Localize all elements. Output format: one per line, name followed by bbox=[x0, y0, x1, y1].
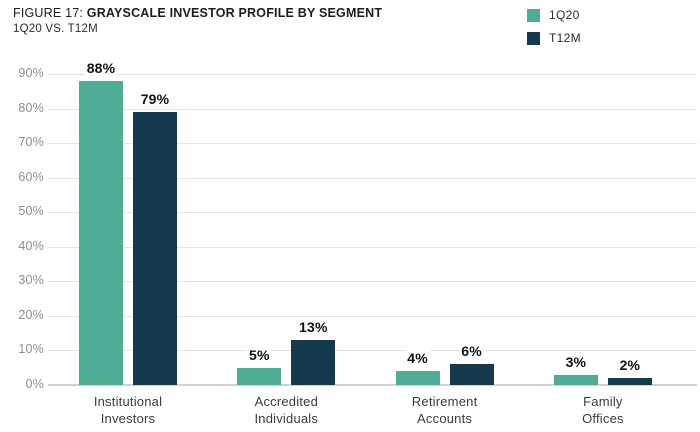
y-axis-tick-label: 50% bbox=[18, 204, 44, 219]
legend-label-1q20: 1Q20 bbox=[549, 8, 580, 22]
y-axis-tick-label: 30% bbox=[18, 273, 44, 288]
legend-item-1q20: 1Q20 bbox=[527, 8, 581, 22]
x-axis-baseline bbox=[48, 384, 697, 386]
bar-1q20-3 bbox=[395, 371, 440, 385]
chart-title-main: GRAYSCALE INVESTOR PROFILE BY SEGMENT bbox=[86, 6, 383, 20]
x-axis-category-label: Institutional Investors bbox=[93, 394, 163, 426]
bar-t12m-4 bbox=[607, 378, 652, 385]
y-axis-tick-label: 90% bbox=[18, 66, 44, 80]
bar-value-label: 88% bbox=[84, 58, 118, 77]
chart-subtitle: 1Q20 VS. T12M bbox=[13, 23, 98, 35]
legend-item-t12m: T12M bbox=[527, 31, 581, 45]
bar-value-label: 5% bbox=[246, 345, 272, 364]
chart-title-prefix: FIGURE 17: bbox=[13, 6, 84, 20]
x-axis-category-label: Retirement Accounts bbox=[411, 394, 478, 426]
y-axis-tick-label: 80% bbox=[18, 100, 44, 115]
bar-value-label: 4% bbox=[405, 349, 430, 368]
bar-value-label: 13% bbox=[296, 318, 330, 337]
legend-swatch-1q20 bbox=[527, 8, 540, 22]
chart-legend: 1Q20 T12M bbox=[527, 8, 581, 54]
bar-t12m-1 bbox=[133, 112, 177, 385]
bar-value-label: 6% bbox=[459, 342, 484, 361]
gridline-60 bbox=[48, 177, 697, 179]
gridline-40 bbox=[48, 246, 697, 248]
gridline-20 bbox=[48, 315, 697, 317]
bar-1q20-1 bbox=[79, 80, 123, 385]
gridline-70 bbox=[48, 143, 697, 145]
chart-header: FIGURE 17: GRAYSCALE INVESTOR PROFILE BY… bbox=[13, 6, 382, 35]
legend-swatch-t12m bbox=[527, 31, 540, 45]
y-axis-tick-label: 0% bbox=[25, 377, 44, 391]
y-axis-tick-label: 40% bbox=[18, 238, 44, 253]
bar-1q20-4 bbox=[553, 374, 598, 385]
gridline-10 bbox=[48, 350, 697, 352]
x-axis-category-label: Accredited Individuals bbox=[254, 394, 319, 426]
y-axis-tick-label: 60% bbox=[18, 169, 44, 184]
chart-title: FIGURE 17: GRAYSCALE INVESTOR PROFILE BY… bbox=[13, 6, 382, 20]
gridline-50 bbox=[48, 212, 697, 214]
y-axis-tick-label: 70% bbox=[18, 135, 44, 150]
gridline-30 bbox=[48, 281, 697, 283]
gridline-80 bbox=[48, 108, 697, 110]
y-axis-tick-label: 20% bbox=[18, 307, 44, 322]
gridline-90 bbox=[48, 74, 697, 75]
legend-label-t12m: T12M bbox=[549, 31, 581, 45]
bar-value-label: 79% bbox=[138, 90, 172, 108]
bar-value-label: 2% bbox=[617, 356, 643, 375]
bar-t12m-2 bbox=[291, 340, 336, 385]
bar-value-label: 3% bbox=[563, 352, 589, 371]
x-axis-category-label: Family Offices bbox=[582, 394, 624, 426]
bar-t12m-3 bbox=[449, 364, 494, 385]
bar-1q20-2 bbox=[237, 367, 282, 385]
y-axis-tick-label: 10% bbox=[18, 342, 44, 357]
